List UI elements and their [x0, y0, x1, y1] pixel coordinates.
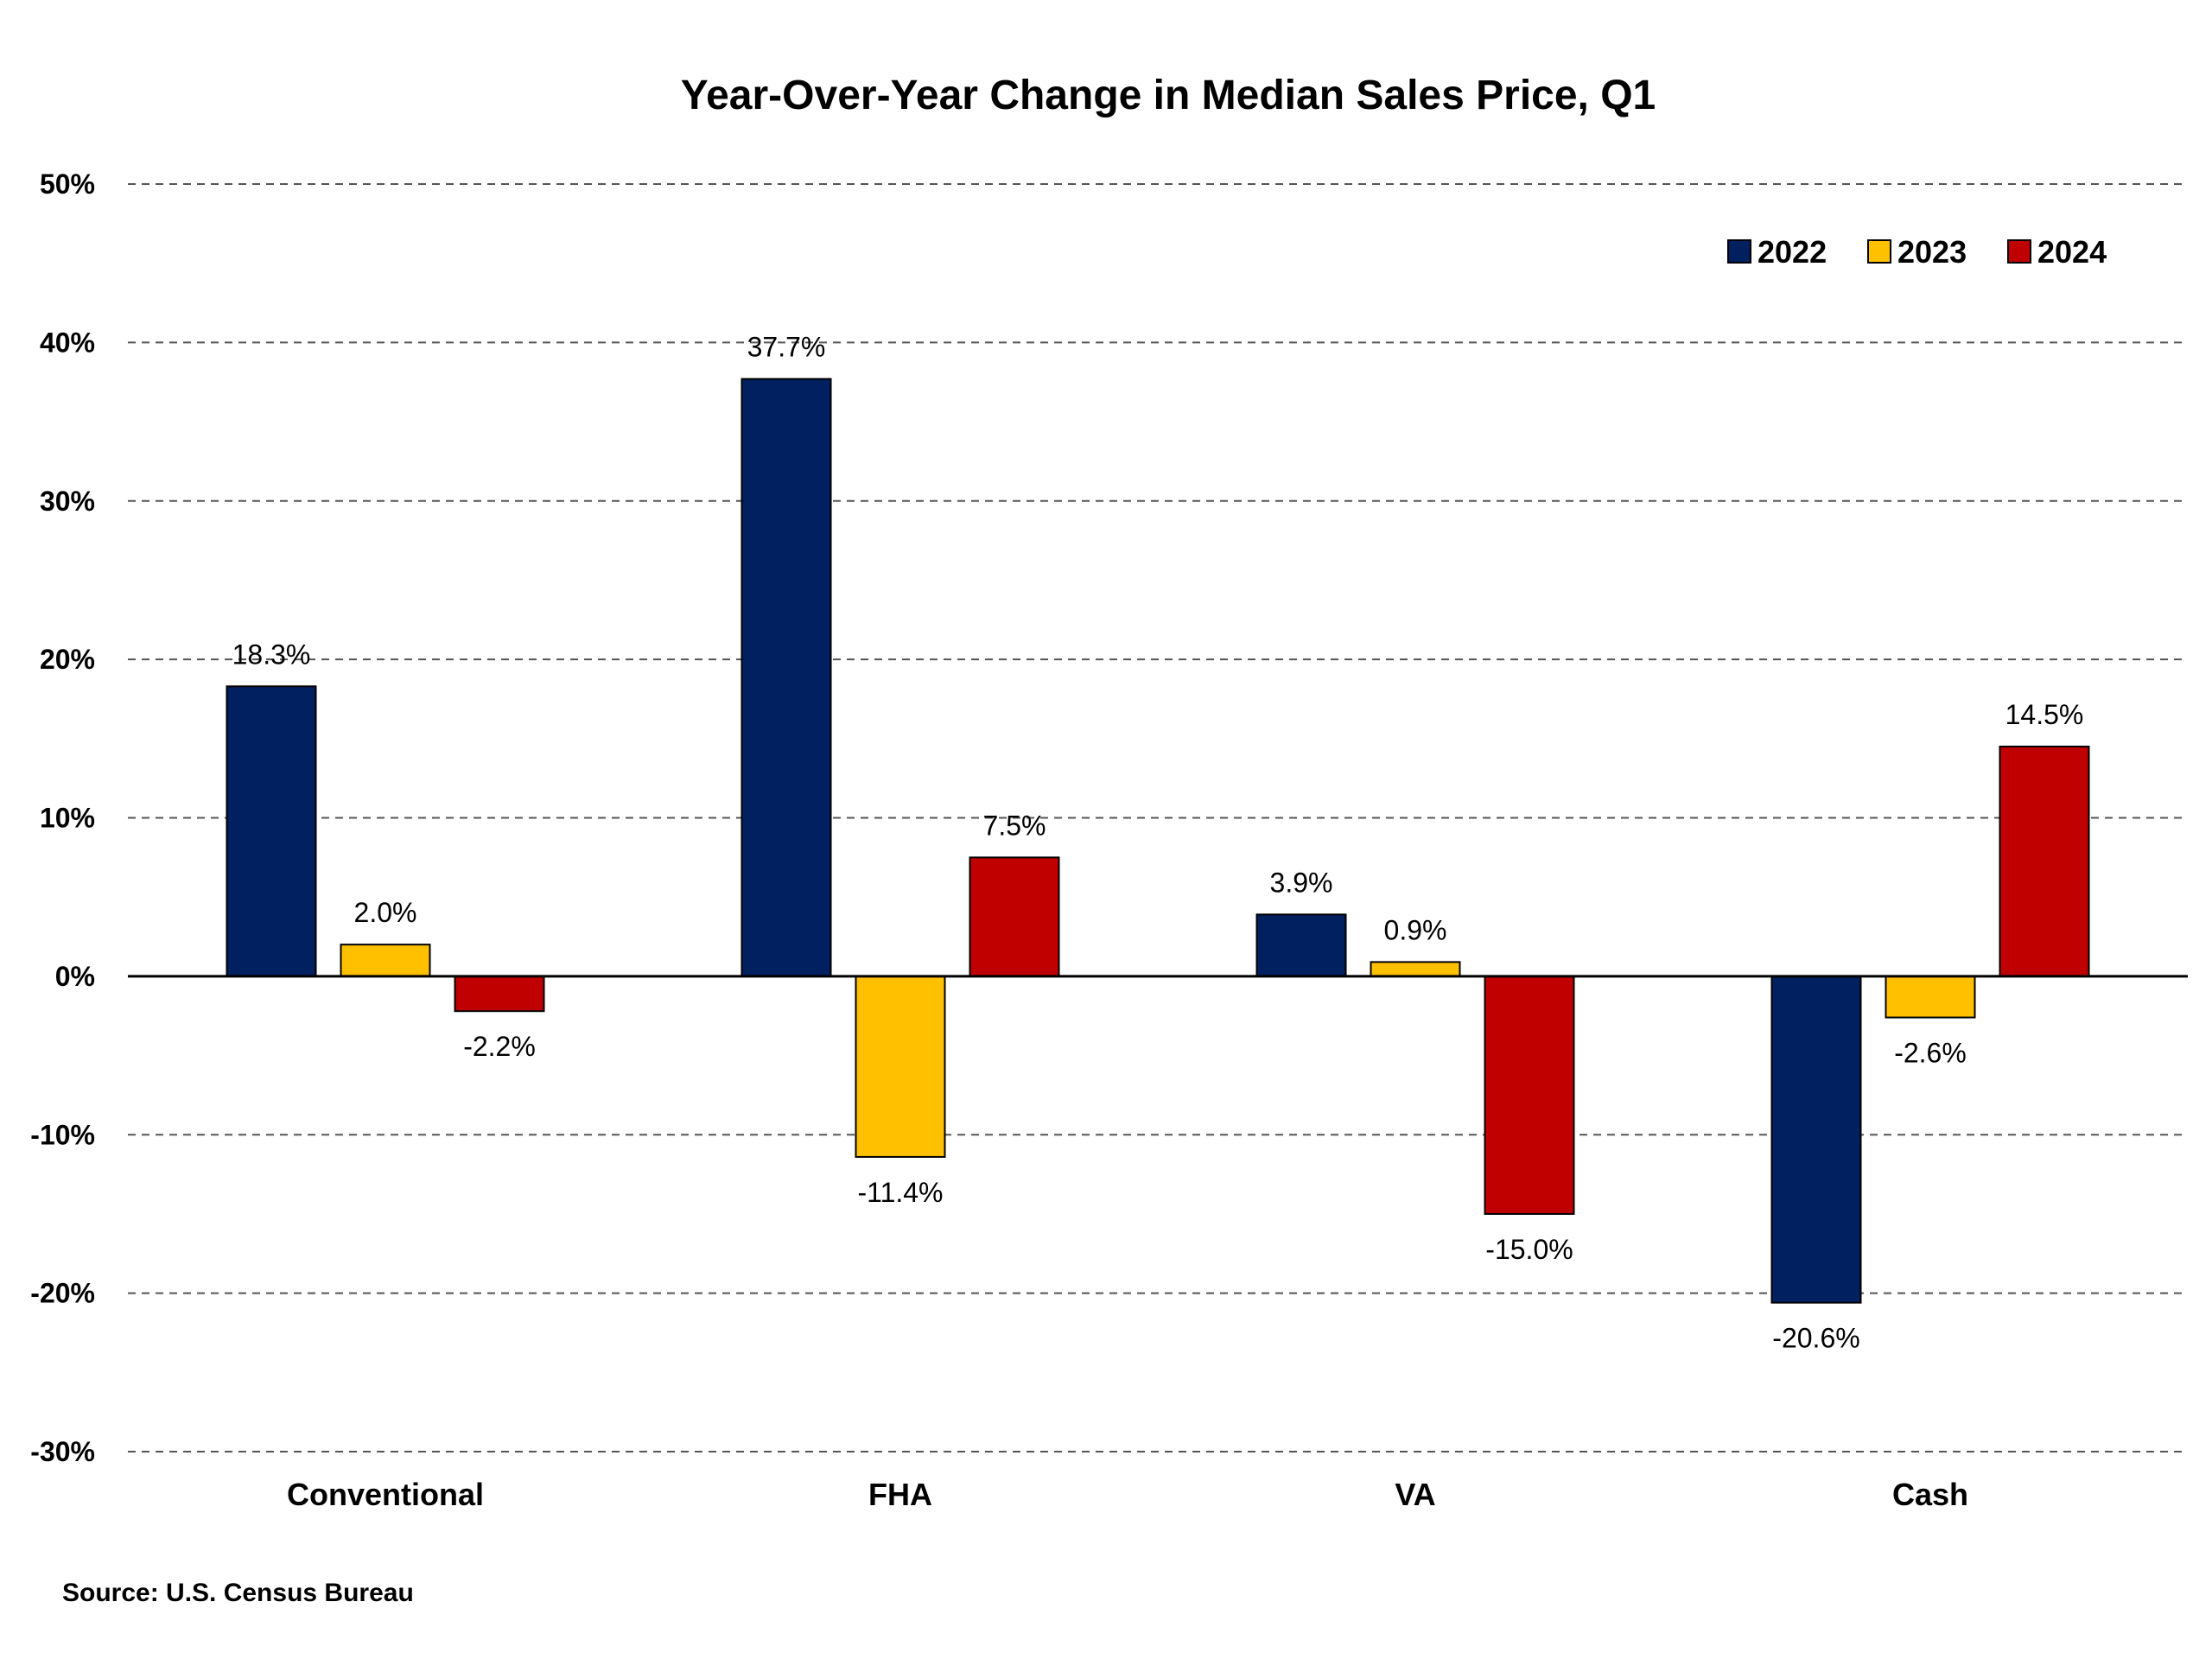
y-tick-label: -20% [30, 1278, 95, 1309]
bar-2022-va [1255, 913, 1347, 977]
category-label: VA [1395, 1477, 1435, 1512]
legend-label: 2022 [1758, 234, 1827, 270]
data-label: -11.4% [857, 1177, 943, 1208]
bar-2022-cash [1770, 975, 1862, 1304]
data-label: -15.0% [1485, 1234, 1573, 1265]
legend-swatch [1727, 239, 1751, 264]
data-label: 0.9% [1384, 914, 1447, 945]
bar-2024-cash [1999, 745, 2090, 977]
data-label: 18.3% [232, 639, 311, 670]
gridlines [128, 183, 2188, 1452]
x-axis-categories: Conventional FHA VA Cash [287, 1477, 1968, 1512]
bar-2023-conventional [340, 944, 431, 977]
y-tick-label: 30% [40, 486, 95, 517]
y-tick-label: -10% [30, 1119, 95, 1150]
y-axis-ticks: 50% 40% 30% 20% 10% 0% -10% -20% -30% [30, 168, 95, 1467]
data-label: -2.2% [463, 1031, 536, 1062]
bar-2024-conventional [454, 975, 545, 1013]
y-tick-label: -30% [30, 1436, 95, 1467]
bar-2024-fha [969, 856, 1060, 977]
bar-2023-cash [1885, 975, 1976, 1019]
data-labels: 18.3% 2.0% -2.2% 37.7% -11.4% 7.5% 3.9% 0.9% -15… [232, 332, 2084, 1354]
category-label: FHA [868, 1477, 932, 1512]
bar-2023-va [1370, 961, 1461, 977]
y-tick-label: 20% [40, 644, 95, 675]
data-label: 7.5% [983, 810, 1046, 841]
bar-2023-fha [855, 975, 946, 1158]
data-label: 14.5% [2005, 699, 2084, 730]
data-label: -2.6% [1894, 1038, 1967, 1069]
category-label: Conventional [287, 1477, 484, 1512]
data-label: -20.6% [1772, 1323, 1859, 1354]
legend-label: 2023 [1897, 234, 1967, 270]
y-tick-label: 40% [40, 327, 95, 358]
data-label: 3.9% [1270, 867, 1333, 898]
legend-swatch [1867, 239, 1891, 264]
bar-2022-fha [741, 378, 832, 977]
bars [226, 378, 2090, 1304]
legend-swatch [2007, 239, 2031, 264]
legend: 2022 2023 2024 [1727, 234, 2107, 270]
bar-2024-va [1484, 975, 1575, 1215]
source-note: Source: U.S. Census Bureau [62, 1579, 414, 1607]
chart-title: Year-Over-Year Change in Median Sales Pr… [681, 73, 1656, 118]
category-label: Cash [1892, 1477, 1968, 1512]
y-tick-label: 50% [40, 168, 95, 200]
data-label: 2.0% [354, 897, 417, 928]
y-tick-label: 10% [40, 803, 95, 834]
legend-label: 2024 [2037, 234, 2107, 270]
data-label: 37.7% [747, 332, 826, 363]
bar-2022-conventional [226, 685, 317, 977]
y-tick-label: 0% [55, 961, 95, 992]
